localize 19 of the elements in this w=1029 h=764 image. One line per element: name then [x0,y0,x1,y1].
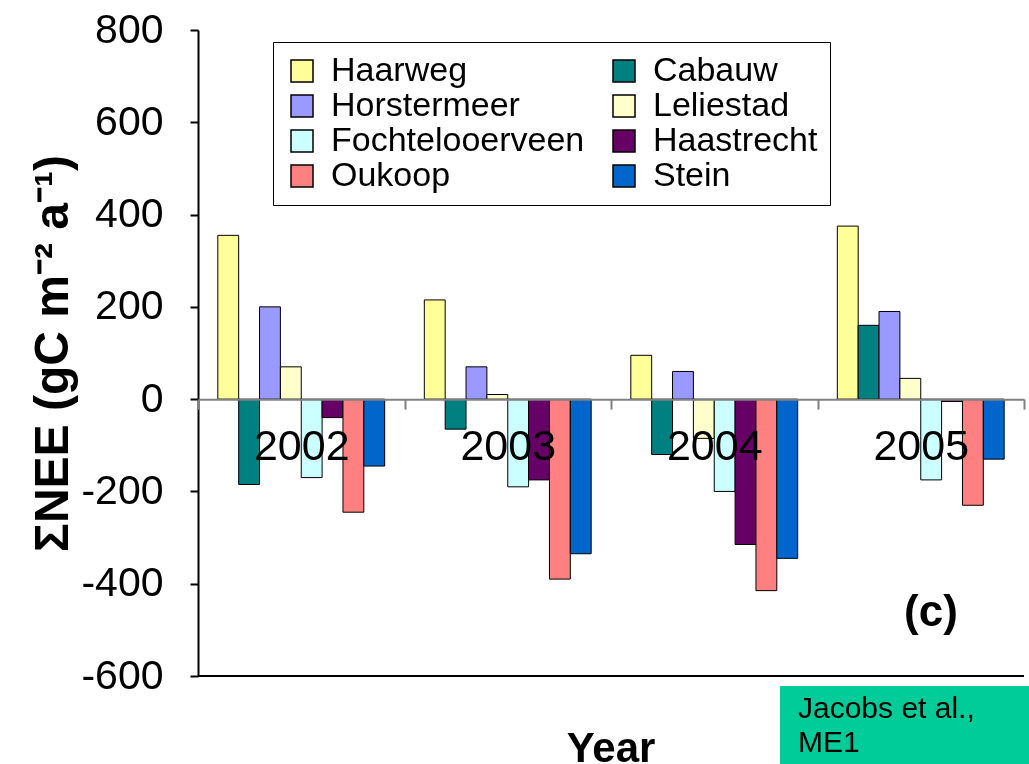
y-tick-label: 0 [140,374,164,421]
annotation: (c) [904,586,958,635]
legend-label: Haarweg [331,50,468,88]
y-tick-label: 800 [95,5,164,52]
y-axis-title: ΣNEE (gC m⁻² a⁻¹) [25,155,79,552]
y-tick-label: -600 [81,651,164,698]
legend-label: Haastrecht [653,120,818,158]
legend-label: Oukoop [331,155,451,193]
x-axis-title: Year [566,724,656,764]
legend-label: Cabauw [653,50,779,88]
y-tick-label: -400 [81,559,164,606]
legend-label: Stein [653,155,731,193]
y-tick-label: -200 [81,466,164,513]
text: Jacobs et al., ME1 [798,691,975,758]
legend-label: Leliestad [653,85,790,123]
legend-label: Fochtelooerveen [331,120,585,158]
y-tick-label: 200 [95,282,164,329]
y-tick-label: 400 [95,190,164,237]
y-tick-label: 600 [95,97,164,144]
